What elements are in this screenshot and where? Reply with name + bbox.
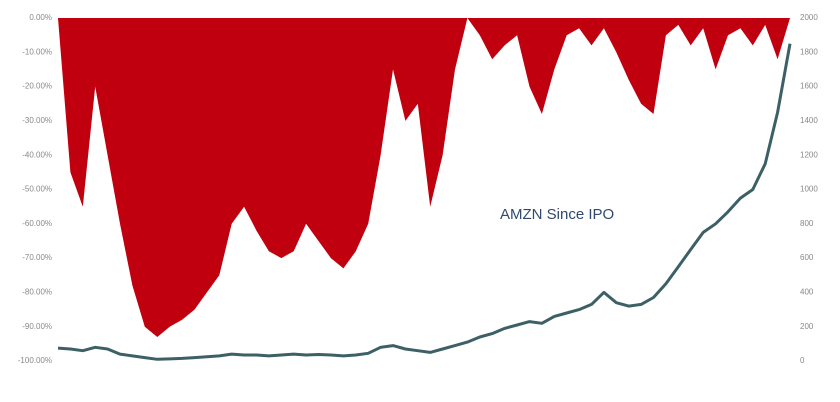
y-tick-label: -80.00% (22, 288, 52, 297)
y2-tick-label: 1200 (800, 150, 818, 159)
y-tick-label: -90.00% (22, 322, 52, 331)
y2-tick-label: 1000 (800, 185, 818, 194)
y-tick-label: -50.00% (22, 185, 52, 194)
y-tick-label: -100.00% (18, 356, 52, 365)
y-tick-label: -40.00% (22, 150, 52, 159)
y2-tick-label: 200 (800, 322, 814, 331)
y-tick-label: -10.00% (22, 47, 52, 56)
annotation: AMZN Since IPO (500, 206, 614, 223)
drawdown-area (58, 18, 790, 337)
y-tick-label: -20.00% (22, 82, 52, 91)
y2-tick-label: 2000 (800, 13, 818, 22)
y-tick-label: -70.00% (22, 253, 52, 262)
y-tick-label: -60.00% (22, 219, 52, 228)
price-line (57, 43, 792, 361)
y2-tick-label: 400 (800, 288, 814, 297)
y2-tick-label: 800 (800, 219, 814, 228)
y2-tick-label: 1400 (800, 116, 818, 125)
y-tick-label: -30.00% (22, 116, 52, 125)
y2-tick-label: 0 (800, 356, 805, 365)
y2-tick-label: 1600 (800, 82, 818, 91)
y-tick-label: 0.00% (29, 13, 52, 22)
y2-tick-label: 600 (800, 253, 814, 262)
y2-tick-label: 1800 (800, 47, 818, 56)
